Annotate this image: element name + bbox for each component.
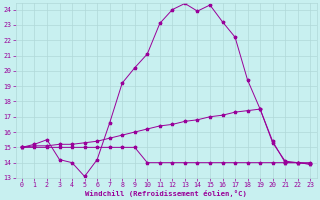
X-axis label: Windchill (Refroidissement éolien,°C): Windchill (Refroidissement éolien,°C) [85,190,247,197]
